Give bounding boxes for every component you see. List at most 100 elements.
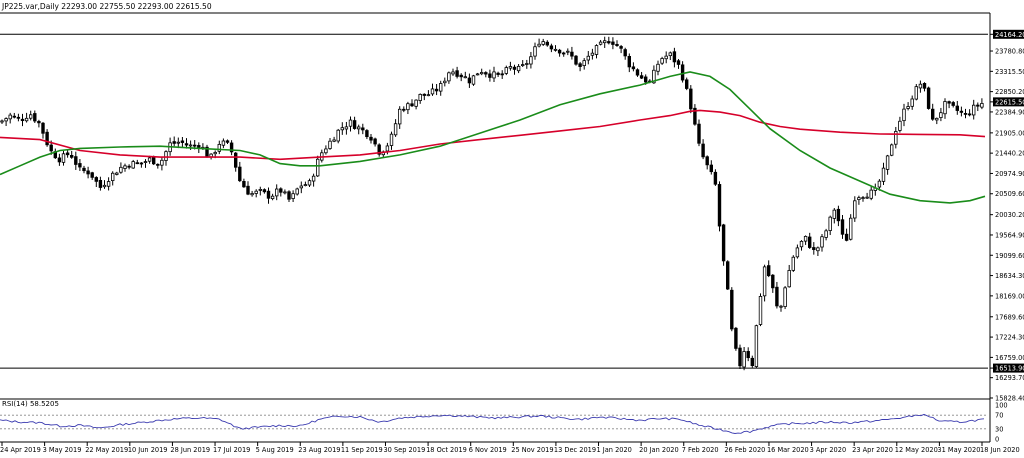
candlestick xyxy=(693,104,697,126)
candle-body xyxy=(24,117,29,122)
time-axis-tick: 28 Jun 2019 xyxy=(170,442,210,454)
price-tick-label: 16759.00 xyxy=(995,354,1024,362)
candle-body xyxy=(0,120,4,123)
candlestick xyxy=(713,169,718,186)
candle-body xyxy=(656,63,660,72)
candle-body xyxy=(972,104,976,116)
horizontal-lines-layer xyxy=(0,33,988,369)
candle-body xyxy=(750,357,754,367)
time-tick-label: 7 Feb 2020 xyxy=(682,446,719,454)
candlestick xyxy=(295,187,299,196)
time-tick-label: 24 Apr 2019 xyxy=(0,446,41,454)
candlestick xyxy=(849,214,853,241)
candle-body xyxy=(78,163,82,168)
candlestick xyxy=(635,68,640,77)
candle-body xyxy=(795,247,800,258)
candlestick xyxy=(418,93,422,104)
candlestick xyxy=(758,293,763,327)
candle-body xyxy=(775,286,779,307)
price-axis-tick: 22615.50 xyxy=(990,97,1024,107)
candlestick xyxy=(791,255,795,272)
time-tick-label: 1 Jan 2020 xyxy=(597,446,632,454)
candle-body xyxy=(959,110,964,113)
candlestick xyxy=(127,164,131,170)
candle-body xyxy=(451,71,455,75)
candlestick xyxy=(746,347,750,362)
candle-body xyxy=(192,144,197,147)
candle-body xyxy=(438,83,443,92)
candlestick xyxy=(726,260,730,290)
candle-body xyxy=(779,305,783,308)
candlestick xyxy=(397,106,402,129)
candle-body xyxy=(660,58,664,64)
candlestick xyxy=(578,61,582,72)
candle-body xyxy=(307,180,312,186)
price-axis-tick: 20974.90 xyxy=(990,170,1024,178)
candlestick xyxy=(131,159,135,169)
candlestick xyxy=(328,137,332,150)
candlestick xyxy=(844,228,849,242)
candle-body xyxy=(311,175,316,182)
candlestick xyxy=(451,68,455,76)
candle-body xyxy=(627,55,631,68)
price-tick-label: 19564.90 xyxy=(995,231,1024,239)
candlestick xyxy=(890,143,894,157)
candlestick xyxy=(24,112,29,123)
time-axis-tick: 11 Sep 2019 xyxy=(341,442,383,454)
candlestick xyxy=(730,287,734,332)
candle-body xyxy=(459,74,463,78)
candle-body xyxy=(410,103,414,107)
time-axis-tick: 26 Feb 2020 xyxy=(724,442,765,454)
candlestick xyxy=(361,123,365,135)
candle-body xyxy=(533,46,537,57)
candle-body xyxy=(443,80,447,84)
candle-body xyxy=(709,164,713,173)
candlestick xyxy=(939,107,943,122)
candle-body xyxy=(484,72,488,75)
candlestick xyxy=(771,274,775,293)
candlestick xyxy=(705,155,709,170)
candlestick xyxy=(57,153,62,166)
candlestick xyxy=(902,103,906,127)
candlestick xyxy=(660,56,664,65)
candle-body xyxy=(754,325,759,367)
symbol-header: JP225.var,Daily 22293.00 22755.50 22293.… xyxy=(1,2,212,11)
candle-body xyxy=(49,144,53,152)
candlestick xyxy=(742,346,746,371)
candle-body xyxy=(529,56,533,65)
candlestick xyxy=(393,119,398,137)
candle-body xyxy=(931,108,935,120)
candle-body xyxy=(258,189,262,191)
candle-body xyxy=(467,77,472,84)
candle-body xyxy=(762,266,767,297)
candlestick xyxy=(98,176,103,191)
candlestick xyxy=(828,215,832,236)
time-axis-tick: 6 Nov 2019 xyxy=(469,442,507,454)
candle-body xyxy=(369,136,373,141)
time-axis-tick: 18 Oct 2019 xyxy=(426,442,467,454)
candlestick xyxy=(808,232,812,249)
candlestick xyxy=(106,177,111,191)
candlestick xyxy=(406,101,410,115)
price-axis-tick: 21440.20 xyxy=(990,150,1024,158)
candlestick xyxy=(504,65,508,76)
time-tick-label: 20 Jan 2020 xyxy=(639,446,679,454)
candlestick xyxy=(402,106,406,113)
candlestick xyxy=(557,48,562,57)
candle-body xyxy=(705,156,709,166)
candle-body xyxy=(902,108,906,122)
candle-body xyxy=(156,163,160,166)
candlestick xyxy=(4,117,8,127)
candlestick xyxy=(156,163,160,169)
candle-body xyxy=(61,153,66,163)
candle-body xyxy=(726,261,730,290)
candle-body xyxy=(151,156,156,165)
candle-body xyxy=(508,66,513,69)
candlestick xyxy=(16,113,21,122)
candle-body xyxy=(963,112,968,115)
candlestick xyxy=(623,47,627,60)
candlestick xyxy=(709,160,713,175)
candle-body xyxy=(611,41,615,45)
